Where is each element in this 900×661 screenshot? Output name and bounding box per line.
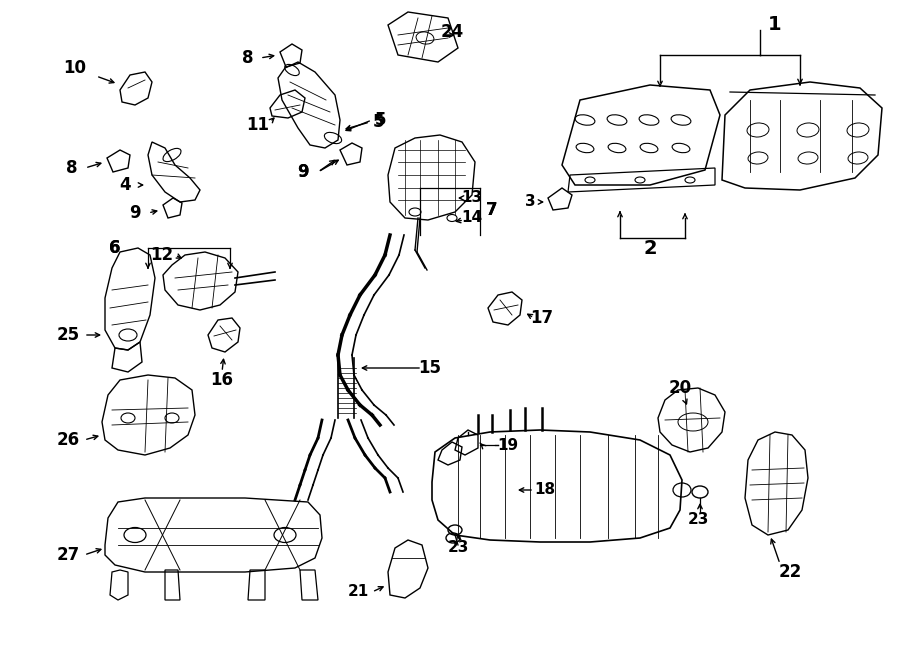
Text: 8: 8 xyxy=(242,49,254,67)
Text: 23: 23 xyxy=(447,541,469,555)
Text: 26: 26 xyxy=(57,431,79,449)
Text: 5: 5 xyxy=(373,113,383,131)
Text: 7: 7 xyxy=(486,201,498,219)
Text: 21: 21 xyxy=(347,584,369,600)
Text: 8: 8 xyxy=(67,159,77,177)
Text: 16: 16 xyxy=(211,371,233,389)
Text: 20: 20 xyxy=(669,379,691,397)
Text: 22: 22 xyxy=(778,563,802,581)
Text: 9: 9 xyxy=(130,204,140,222)
Text: 9: 9 xyxy=(297,163,309,181)
Text: 23: 23 xyxy=(688,512,708,527)
Text: 18: 18 xyxy=(535,483,555,498)
Text: 19: 19 xyxy=(498,438,518,453)
Text: 6: 6 xyxy=(109,239,121,257)
Text: 7: 7 xyxy=(486,201,498,219)
Text: 24: 24 xyxy=(440,23,464,41)
Text: 3: 3 xyxy=(525,194,535,210)
Text: 1: 1 xyxy=(769,15,782,34)
Text: 27: 27 xyxy=(57,546,79,564)
Text: 11: 11 xyxy=(247,116,269,134)
Text: 2: 2 xyxy=(644,239,657,258)
Text: 12: 12 xyxy=(150,246,174,264)
Text: 9: 9 xyxy=(297,163,309,181)
Text: 10: 10 xyxy=(64,59,86,77)
Text: 4: 4 xyxy=(119,176,130,194)
Text: 6: 6 xyxy=(109,239,121,257)
Text: 5: 5 xyxy=(374,111,386,129)
Text: 17: 17 xyxy=(530,309,554,327)
Text: 14: 14 xyxy=(462,210,482,225)
Text: 13: 13 xyxy=(462,190,482,206)
Text: 25: 25 xyxy=(57,326,79,344)
Text: 15: 15 xyxy=(418,359,442,377)
